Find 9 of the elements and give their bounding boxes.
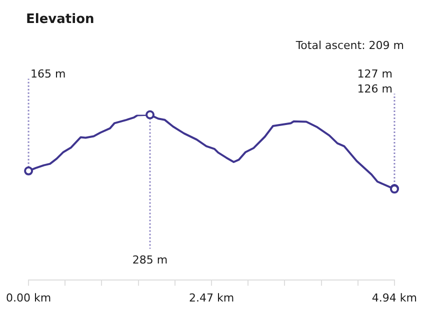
annotation: 165 m	[30, 68, 66, 81]
chart-subtitle: Total ascent: 209 m	[294, 39, 404, 52]
x-tick-label: 0.00 km	[6, 291, 52, 304]
annotation: 126 m	[357, 82, 392, 96]
x-tick-label: 2.47 km	[188, 291, 234, 304]
chart-title: Elevation	[26, 12, 94, 28]
x-tick-label: 4.94 km	[372, 291, 417, 304]
annotation: 285 m	[132, 254, 168, 267]
annotation: 127 m	[357, 68, 392, 81]
